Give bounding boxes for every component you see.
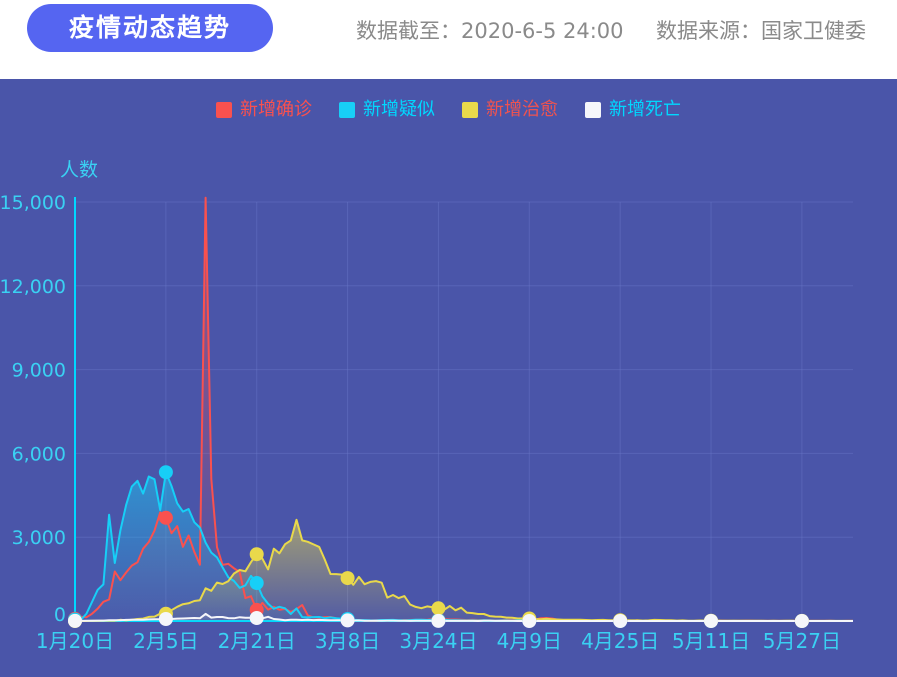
- page-title-badge: 疫情动态趋势: [27, 4, 274, 52]
- series-area-2: [75, 472, 853, 621]
- legend-swatch-new-suspected-icon: [339, 102, 355, 118]
- x-axis-tick-label: 1月20日: [36, 629, 114, 653]
- legend-swatch-new-confirmed-icon: [216, 102, 232, 118]
- x-axis-tick-label: 5月27日: [763, 629, 841, 653]
- y-axis-tick-label: 0: [54, 604, 66, 626]
- legend-label-new-deaths: 新增死亡: [609, 99, 681, 120]
- page-header: 疫情动态趋势 数据截至：2020-6-5 24:00 数据来源：国家卫健委: [0, 0, 897, 79]
- chart-legend: 新增确诊 新增疑似 新增治愈 新增死亡: [0, 101, 897, 119]
- x-axis-tick-label: 2月5日: [133, 629, 198, 653]
- y-axis-tick-label: 9,000: [12, 360, 66, 382]
- legend-item-new-deaths[interactable]: 新增死亡: [585, 101, 681, 119]
- data-point-marker: [522, 614, 537, 628]
- x-axis-tick-label: 3月24日: [399, 629, 477, 653]
- series-line-4: [75, 612, 853, 622]
- series-area-4: [75, 613, 853, 621]
- legend-label-new-suspected: 新增疑似: [363, 99, 435, 120]
- data-source-text: 数据来源：国家卫健委: [656, 19, 866, 43]
- x-axis-tick-label: 4月9日: [497, 629, 562, 653]
- data-point-marker: [158, 465, 173, 480]
- data-point-marker: [340, 613, 355, 628]
- x-axis-tick-label: 4月25日: [581, 629, 659, 653]
- y-axis-tick-label: 12,000: [0, 276, 66, 298]
- data-point-marker: [249, 611, 264, 625]
- data-point-marker: [431, 613, 446, 628]
- data-point-marker: [794, 614, 809, 628]
- x-axis-tick-label: 3月8日: [315, 629, 380, 653]
- data-point-marker: [249, 576, 264, 590]
- y-axis-tick-label: 3,000: [12, 527, 66, 549]
- data-point-marker: [613, 614, 628, 628]
- legend-swatch-new-cured-icon: [462, 102, 478, 118]
- y-axis-title: 人数: [60, 159, 98, 181]
- x-axis-tick-label: 2月21日: [218, 629, 296, 653]
- data-until-text: 数据截至：2020-6-5 24:00: [356, 19, 624, 43]
- data-point-marker: [340, 571, 355, 586]
- series-area-3: [75, 519, 853, 621]
- x-axis-tick-label: 5月11日: [672, 629, 750, 653]
- legend-label-new-cured: 新增治愈: [486, 99, 558, 120]
- data-point-marker: [249, 547, 264, 562]
- data-point-marker: [158, 612, 173, 626]
- legend-item-new-cured[interactable]: 新增治愈: [462, 101, 558, 119]
- y-axis-tick-label: 15,000: [0, 192, 66, 214]
- data-point-marker: [158, 510, 173, 525]
- legend-item-new-confirmed[interactable]: 新增确诊: [216, 101, 312, 119]
- legend-item-new-suspected[interactable]: 新增疑似: [339, 101, 435, 119]
- data-point-marker: [431, 601, 446, 616]
- data-point-marker: [704, 614, 718, 628]
- chart-panel: 新增确诊 新增疑似 新增治愈 新增死亡 0 3,000 6,000 9,000 12,0…: [0, 79, 897, 677]
- y-axis-tick-label: 6,000: [12, 443, 66, 465]
- legend-swatch-new-deaths-icon: [585, 102, 601, 118]
- legend-label-new-confirmed: 新增确诊: [240, 99, 312, 120]
- trend-line-chart: 0 3,000 6,000 9,000 12,000 15,000 1月20日 2月5日 2月2…: [0, 159, 853, 653]
- data-point-marker: [68, 613, 82, 628]
